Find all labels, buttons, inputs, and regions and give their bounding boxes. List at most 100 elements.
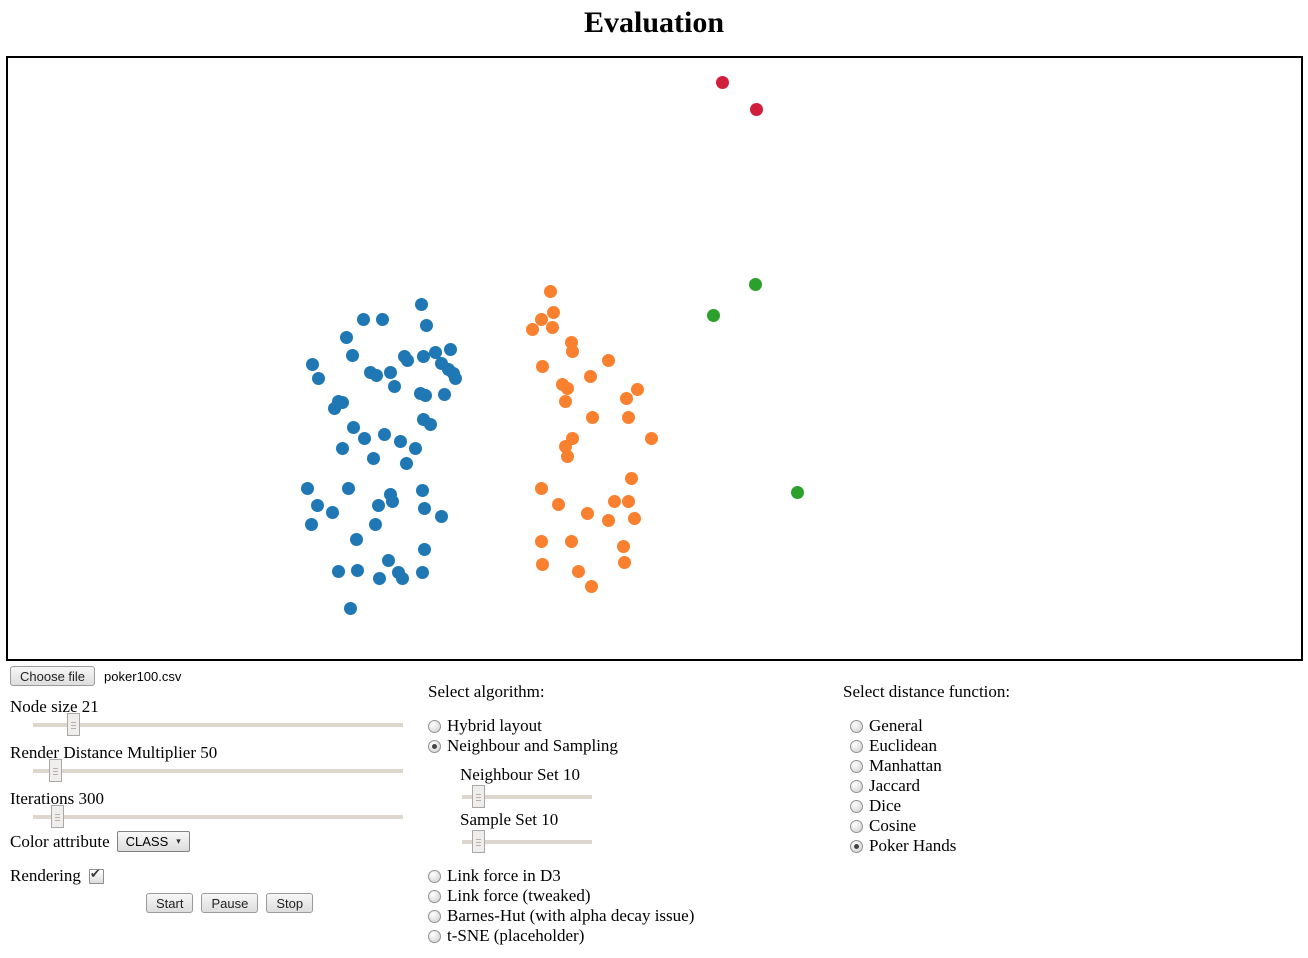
data-point-class-blue[interactable]: [305, 357, 319, 371]
stop-button[interactable]: Stop: [266, 893, 314, 913]
radio-button-icon[interactable]: [428, 869, 441, 883]
data-point-class-orange[interactable]: [607, 494, 621, 508]
data-point-class-orange[interactable]: [616, 539, 630, 553]
rendering-checkbox[interactable]: [88, 867, 104, 884]
data-point-class-blue[interactable]: [423, 417, 437, 431]
radio-option-manhattan[interactable]: Manhattan: [850, 756, 956, 776]
data-point-class-orange[interactable]: [543, 284, 557, 298]
radio-button-icon[interactable]: [850, 739, 863, 753]
data-point-class-red[interactable]: [715, 75, 729, 89]
data-point-class-orange[interactable]: [534, 534, 548, 548]
node-size-slider[interactable]: [33, 713, 403, 736]
data-point-class-orange[interactable]: [585, 410, 599, 424]
data-point-class-blue[interactable]: [443, 342, 457, 356]
color-attribute-select[interactable]: CLASS ▾: [116, 831, 190, 852]
radio-button-icon[interactable]: [850, 839, 863, 853]
data-point-class-blue[interactable]: [400, 353, 414, 367]
radio-button-icon[interactable]: [428, 929, 441, 943]
data-point-class-orange[interactable]: [583, 369, 597, 383]
radio-option-general[interactable]: General: [850, 716, 956, 736]
data-point-class-blue[interactable]: [343, 601, 357, 615]
data-point-class-orange[interactable]: [546, 305, 560, 319]
data-point-class-blue[interactable]: [415, 565, 429, 579]
data-point-class-blue[interactable]: [383, 365, 397, 379]
data-point-class-blue[interactable]: [416, 349, 430, 363]
data-point-class-orange[interactable]: [535, 359, 549, 373]
radio-button-icon[interactable]: [428, 739, 441, 753]
data-point-class-blue[interactable]: [434, 509, 448, 523]
data-point-class-blue[interactable]: [414, 297, 428, 311]
data-point-class-orange[interactable]: [558, 394, 572, 408]
data-point-class-blue[interactable]: [395, 571, 409, 585]
data-point-class-orange[interactable]: [534, 312, 548, 326]
data-point-class-orange[interactable]: [534, 481, 548, 495]
choose-file-button[interactable]: Choose file: [10, 666, 96, 686]
radio-button-icon[interactable]: [850, 719, 863, 733]
radio-button-icon[interactable]: [428, 719, 441, 733]
data-point-class-orange[interactable]: [624, 471, 638, 485]
visualization-canvas[interactable]: [6, 56, 1303, 661]
radio-option-link-force-in-d3[interactable]: Link force in D3: [428, 866, 694, 886]
data-point-class-green[interactable]: [706, 308, 720, 322]
radio-option-t-sne-placeholder[interactable]: t-SNE (placeholder): [428, 926, 694, 946]
data-point-class-orange[interactable]: [525, 322, 539, 336]
radio-button-icon[interactable]: [850, 799, 863, 813]
data-point-class-orange[interactable]: [630, 382, 644, 396]
slider-thumb[interactable]: [471, 785, 485, 808]
data-point-class-green[interactable]: [790, 485, 804, 499]
slider-thumb[interactable]: [51, 805, 65, 828]
data-point-class-orange[interactable]: [621, 410, 635, 424]
data-point-class-blue[interactable]: [368, 517, 382, 531]
data-point-class-orange[interactable]: [619, 391, 633, 405]
data-point-class-red[interactable]: [749, 102, 763, 116]
data-point-class-blue[interactable]: [377, 427, 391, 441]
data-point-class-orange[interactable]: [535, 557, 549, 571]
data-point-class-blue[interactable]: [419, 318, 433, 332]
data-point-class-orange[interactable]: [565, 344, 579, 358]
radio-button-icon[interactable]: [850, 759, 863, 773]
data-point-class-blue[interactable]: [428, 345, 442, 359]
radio-button-icon[interactable]: [428, 909, 441, 923]
start-button[interactable]: Start: [146, 893, 194, 913]
radio-button-icon[interactable]: [850, 819, 863, 833]
slider-thumb[interactable]: [48, 759, 62, 782]
radio-option-link-force-tweaked[interactable]: Link force (tweaked): [428, 886, 694, 906]
data-point-class-blue[interactable]: [349, 532, 363, 546]
data-point-class-blue[interactable]: [437, 387, 451, 401]
radio-option-jaccard[interactable]: Jaccard: [850, 776, 956, 796]
data-point-class-blue[interactable]: [311, 371, 325, 385]
data-point-class-blue[interactable]: [448, 371, 462, 385]
radio-option-euclidean[interactable]: Euclidean: [850, 736, 956, 756]
data-point-class-orange[interactable]: [580, 506, 594, 520]
pause-button[interactable]: Pause: [201, 893, 259, 913]
data-point-class-green[interactable]: [748, 277, 762, 291]
data-point-class-orange[interactable]: [564, 534, 578, 548]
data-point-class-blue[interactable]: [415, 483, 429, 497]
data-point-class-blue[interactable]: [327, 401, 341, 415]
data-point-class-blue[interactable]: [331, 564, 345, 578]
data-point-class-blue[interactable]: [356, 312, 370, 326]
data-point-class-blue[interactable]: [357, 431, 371, 445]
data-point-class-blue[interactable]: [366, 451, 380, 465]
data-point-class-blue[interactable]: [417, 501, 431, 515]
data-point-class-orange[interactable]: [571, 564, 585, 578]
data-point-class-blue[interactable]: [335, 441, 349, 455]
data-point-class-orange[interactable]: [601, 353, 615, 367]
data-point-class-blue[interactable]: [300, 481, 314, 495]
data-point-class-orange[interactable]: [545, 320, 559, 334]
radio-button-icon[interactable]: [850, 779, 863, 793]
iterations-slider[interactable]: [33, 805, 403, 828]
slider-thumb[interactable]: [471, 830, 485, 853]
radio-option-dice[interactable]: Dice: [850, 796, 956, 816]
data-point-class-blue[interactable]: [339, 330, 353, 344]
data-point-class-blue[interactable]: [381, 553, 395, 567]
data-point-class-blue[interactable]: [417, 542, 431, 556]
radio-option-barnes-hut-with-alpha-decay-issue[interactable]: Barnes-Hut (with alpha decay issue): [428, 906, 694, 926]
data-point-class-orange[interactable]: [644, 431, 658, 445]
data-point-class-blue[interactable]: [346, 420, 360, 434]
data-point-class-blue[interactable]: [387, 379, 401, 393]
data-point-class-blue[interactable]: [350, 563, 364, 577]
data-point-class-blue[interactable]: [372, 571, 386, 585]
radio-button-icon[interactable]: [428, 889, 441, 903]
data-point-class-orange[interactable]: [551, 497, 565, 511]
